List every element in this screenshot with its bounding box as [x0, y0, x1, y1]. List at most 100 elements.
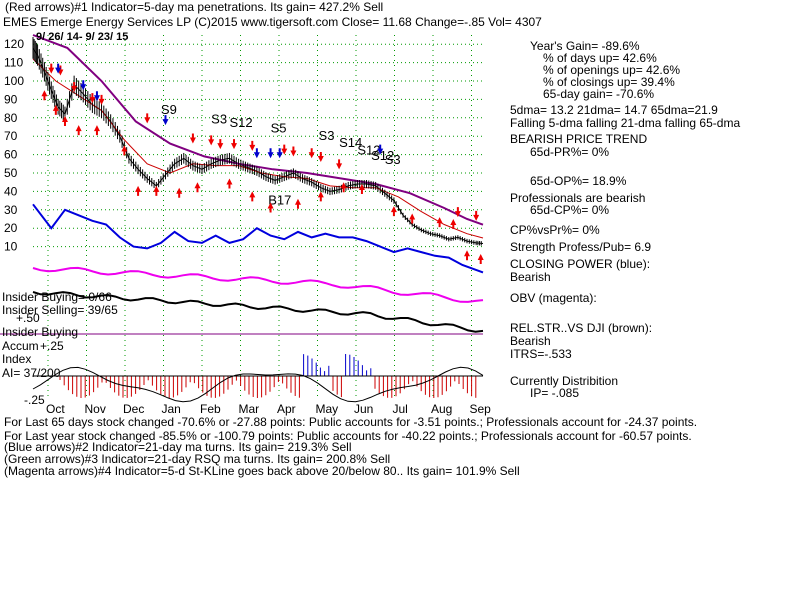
footer-65-day: For Last 65 days stock changed -70.6% or…	[4, 415, 698, 429]
relstr-line	[32, 291, 484, 333]
sell-arrow	[249, 140, 256, 151]
footer-green-arrows: (Green arrows)#3 Indicator=21-day RSQ ma…	[4, 452, 391, 466]
y-tick-label: 10	[4, 240, 18, 254]
month-label: Mar	[239, 402, 260, 416]
sell-arrow	[317, 151, 324, 162]
y-tick-label: 100	[4, 74, 24, 88]
y-tick-label: 50	[4, 166, 18, 180]
falling-line: Falling 5-dma falling 21-dma falling 65-…	[510, 116, 741, 130]
signal-label: S14	[339, 135, 362, 150]
up-arrow	[93, 125, 100, 136]
day65-gain: 65-day gain= -70.6%	[543, 87, 655, 101]
sell-arrow	[98, 94, 105, 105]
ai-value: AI= 37/200	[2, 366, 61, 380]
years-gain: Year's Gain= -89.6%	[530, 39, 640, 53]
sell-arrow	[336, 159, 343, 170]
month-label: Sep	[470, 402, 492, 416]
distribution-label: Currently Distribition	[510, 374, 619, 388]
obv-label: OBV (magenta):	[510, 291, 597, 305]
sell-arrow	[217, 139, 224, 150]
insider-buying-count: Insider Buying= 0/66	[2, 290, 112, 304]
sell-arrow	[144, 113, 151, 124]
professionals-bearish: Professionals are bearish	[510, 191, 646, 205]
month-label: May	[316, 402, 339, 416]
up-arrow	[52, 104, 59, 115]
indicator-line-1: (Red arrows)#1 Indicator=5-day ma penetr…	[5, 0, 384, 14]
up-arrow	[267, 202, 274, 213]
scale-plus-50: +.50	[16, 311, 40, 325]
insider-buying-label: Insider Buying	[2, 325, 79, 339]
y-tick-label: 110	[4, 56, 23, 70]
month-label: Jan	[162, 402, 181, 416]
series-65-dma	[32, 34, 484, 226]
itrs-value: ITRS=-.533	[510, 347, 572, 361]
signal-label: S3	[385, 152, 401, 167]
y-tick-label: 40	[4, 184, 18, 198]
relstr-label: REL.STR..VS DJI (brown):	[510, 321, 653, 335]
scale-plus-25: +.25	[40, 339, 64, 353]
month-label: Jun	[354, 402, 373, 416]
trend-title: BEARISH PRICE TREND	[510, 132, 648, 146]
sell-arrow	[281, 144, 288, 155]
up-arrow	[358, 184, 365, 195]
blue-arrow	[93, 91, 100, 102]
signal-label: S12	[371, 148, 394, 163]
month-label: Jul	[393, 402, 408, 416]
month-label: Apr	[277, 402, 296, 416]
closing-power-value: Bearish	[510, 270, 551, 284]
insider-selling-count: Insider Selling= 39/65	[2, 303, 118, 317]
month-label: Nov	[85, 402, 106, 416]
footer-year: For Last year stock changed -85.5% or -1…	[4, 429, 692, 443]
month-label: Aug	[431, 402, 452, 416]
blue-arrow	[276, 148, 283, 159]
y-tick-label: 60	[4, 148, 18, 162]
blue-arrow	[253, 148, 260, 159]
up-arrow	[249, 191, 256, 202]
signal-label: B17	[268, 192, 291, 207]
closings-up: % of closings up= 39.4%	[543, 75, 675, 89]
up-arrow	[194, 182, 201, 193]
up-arrow	[226, 178, 233, 189]
cp-vs-pr: CP%vsPr%= 0%	[510, 223, 600, 237]
signal-label: S5	[271, 121, 287, 136]
series-closing-power	[32, 203, 484, 274]
sell-arrow	[189, 133, 196, 144]
openings-up: % of openings up= 42.6%	[543, 63, 681, 77]
up-arrow	[390, 206, 397, 217]
sell-arrow	[473, 210, 480, 221]
month-label: Dec	[123, 402, 144, 416]
up-arrow	[317, 191, 324, 202]
up-arrow	[176, 187, 183, 198]
up-arrow	[477, 253, 484, 264]
sell-arrow	[290, 146, 297, 157]
relstr-value: Bearish	[510, 334, 551, 348]
series-21-dma	[32, 58, 484, 239]
up-arrow	[41, 90, 48, 101]
y-tick-label: 120	[4, 37, 24, 51]
up-arrow	[121, 145, 128, 156]
cp65: 65d-CP%= 0%	[530, 203, 610, 217]
up-arrow	[135, 185, 142, 196]
sell-arrow	[48, 63, 55, 74]
blue-arrow	[80, 80, 87, 91]
signal-label: S9	[161, 102, 177, 117]
sell-arrow	[231, 139, 238, 150]
sell-arrow	[57, 65, 64, 76]
sell-arrow	[89, 93, 96, 104]
up-arrow	[409, 213, 416, 224]
series-price	[32, 47, 484, 244]
strength-ratio: Strength Profess/Pub= 6.9	[510, 240, 652, 254]
days-up: % of days up= 42.6%	[543, 51, 657, 65]
index-label: Index	[2, 352, 32, 366]
y-tick-label: 70	[4, 129, 18, 143]
obv-line	[32, 266, 484, 303]
y-tick-label: 90	[4, 92, 18, 106]
y-tick-label: 20	[4, 221, 18, 235]
signal-label: S12	[357, 143, 380, 158]
up-arrow	[450, 219, 457, 229]
sell-arrow	[71, 82, 78, 93]
closing-power-label: CLOSING POWER (blue):	[510, 257, 651, 271]
op65: 65d-OP%= 18.9%	[530, 174, 627, 188]
blue-arrow	[377, 144, 384, 155]
